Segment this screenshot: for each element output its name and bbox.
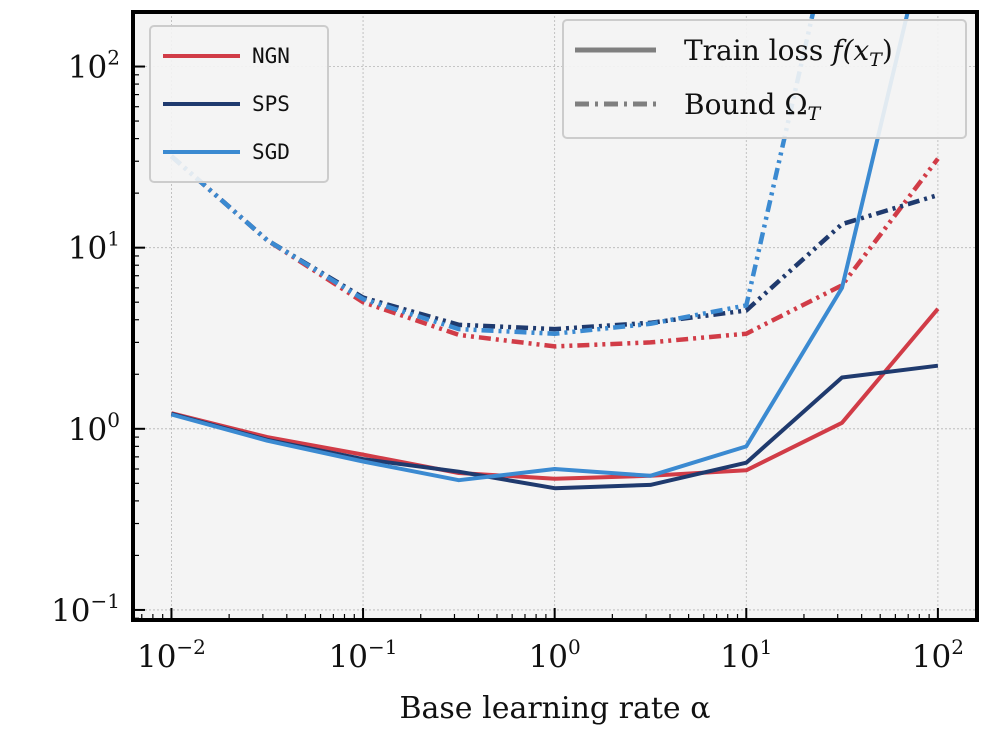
y-tick-label: 10−1	[51, 589, 120, 629]
legend-ngn-label: NGN	[252, 44, 290, 68]
x-tick-label: 10−2	[137, 635, 206, 675]
x-axis-title: Base learning rate α	[399, 691, 710, 726]
legend-bound-label: Bound ΩT	[684, 88, 822, 125]
series-line-sgd-bound	[169, 12, 816, 336]
y-tick-label: 100	[68, 408, 120, 448]
legend-styles: Train loss f(xT) Bound ΩT	[562, 19, 967, 139]
y-tick-label: 101	[68, 227, 120, 267]
series-line-sgd-train-loss	[170, 12, 910, 483]
x-tick-label: 101	[720, 635, 772, 675]
legend-methods: NGN SPS SGD	[149, 25, 329, 183]
ticks	[133, 65, 939, 620]
series-line-sps-bound	[169, 154, 939, 332]
legend-sgd-label: SGD	[252, 140, 290, 164]
x-tick-label: 100	[529, 635, 581, 675]
legend-train-loss-label: Train loss f(xT)	[684, 34, 893, 71]
x-tick-labels: 10−2 10−1 100 101 102	[137, 635, 964, 675]
legend-styles-box	[562, 19, 967, 139]
legend-sps-label: SPS	[252, 92, 290, 116]
series-group	[169, 12, 940, 491]
series-line-ngn-train-loss	[170, 307, 940, 481]
x-axis-title-text: Base learning rate α	[399, 691, 710, 726]
x-tick-label: 10−1	[329, 635, 398, 675]
x-tick-label: 102	[912, 635, 964, 675]
y-tick-label: 102	[68, 46, 120, 86]
y-tick-labels: 10−1 100 101 102	[51, 46, 120, 629]
